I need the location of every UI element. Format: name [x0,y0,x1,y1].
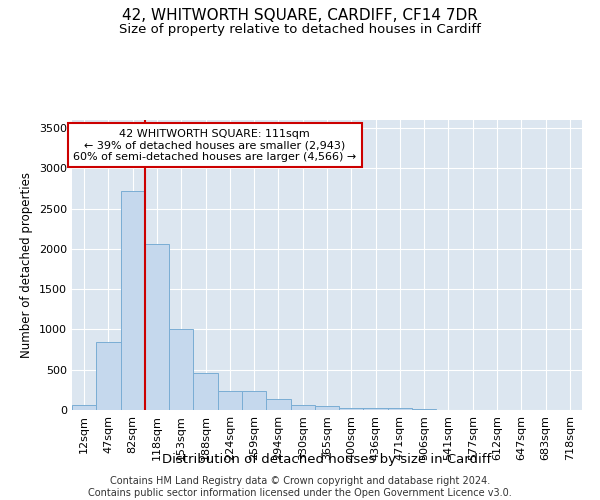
Bar [388,408,412,410]
Text: Distribution of detached houses by size in Cardiff: Distribution of detached houses by size … [163,452,491,466]
Text: Contains HM Land Registry data © Crown copyright and database right 2024.
Contai: Contains HM Land Registry data © Crown c… [88,476,512,498]
Bar [121,191,145,410]
Bar [242,392,266,410]
Bar [315,406,339,410]
Text: 42, WHITWORTH SQUARE, CARDIFF, CF14 7DR: 42, WHITWORTH SQUARE, CARDIFF, CF14 7DR [122,8,478,22]
Y-axis label: Number of detached properties: Number of detached properties [20,172,34,358]
Bar [145,244,169,410]
Text: 42 WHITWORTH SQUARE: 111sqm
← 39% of detached houses are smaller (2,943)
60% of : 42 WHITWORTH SQUARE: 111sqm ← 39% of det… [73,128,356,162]
Bar [290,405,315,410]
Bar [72,405,96,410]
Bar [364,408,388,410]
Bar [96,342,121,410]
Bar [169,328,193,410]
Bar [193,373,218,410]
Bar [412,409,436,410]
Bar [266,398,290,410]
Bar [218,391,242,410]
Text: Size of property relative to detached houses in Cardiff: Size of property relative to detached ho… [119,22,481,36]
Bar [339,408,364,410]
